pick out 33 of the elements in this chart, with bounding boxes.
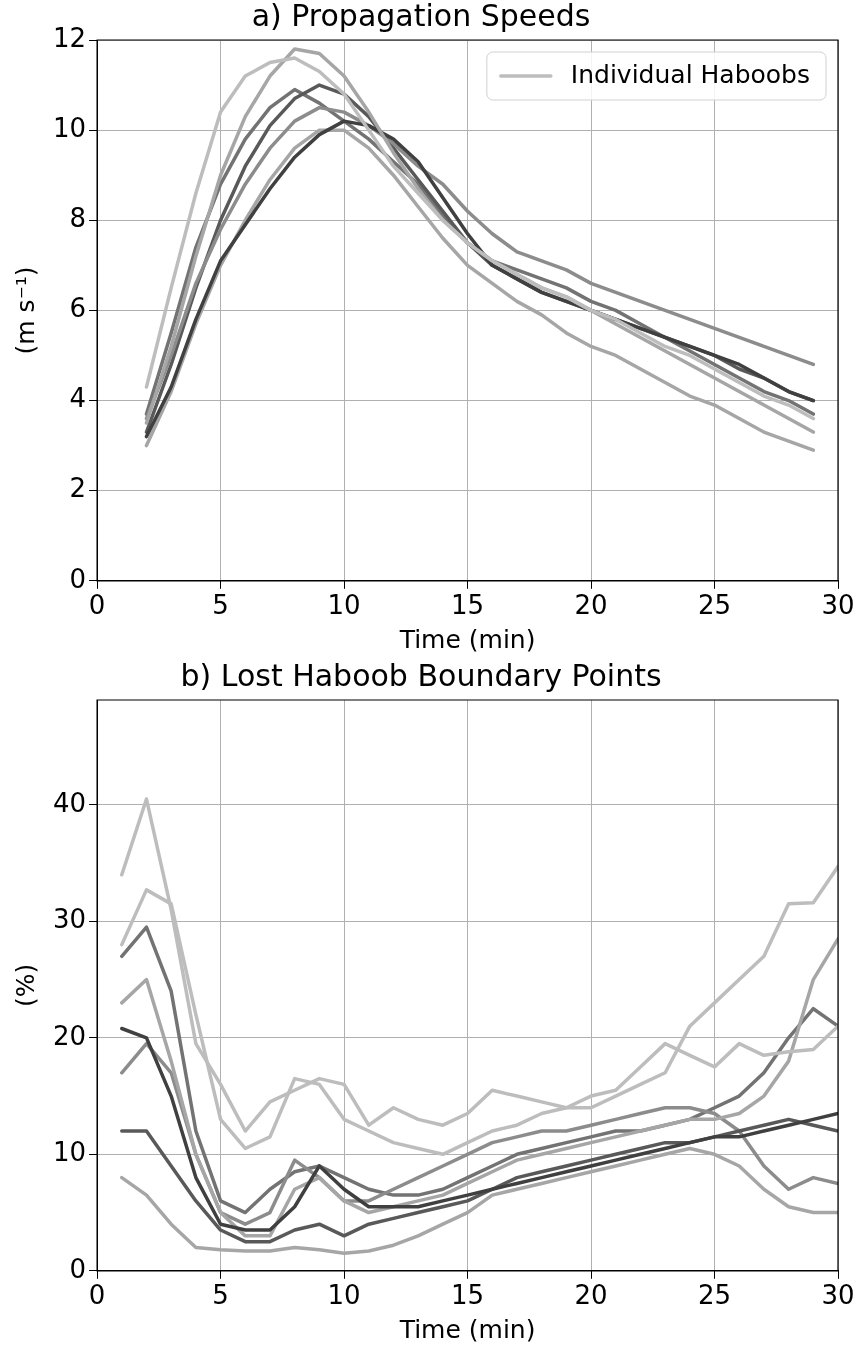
x-tick-label: 10 bbox=[327, 1280, 361, 1311]
x-tick-label: 10 bbox=[327, 590, 361, 621]
chart-title: b) Lost Haboob Boundary Points bbox=[180, 657, 662, 693]
y-tick-label: 0 bbox=[69, 1253, 87, 1284]
x-tick-label: 25 bbox=[697, 590, 732, 621]
x-tick-label: 30 bbox=[821, 590, 855, 621]
y-tick-label: 8 bbox=[69, 203, 87, 234]
chart-title: a) Propagation Speeds bbox=[251, 0, 591, 33]
x-tick-label: 20 bbox=[574, 1280, 608, 1311]
x-tick-label: 15 bbox=[451, 590, 485, 621]
y-tick-label: 40 bbox=[52, 787, 87, 818]
y-tick-label: 12 bbox=[52, 22, 87, 53]
x-tick-label: 25 bbox=[697, 1280, 732, 1311]
y-tick-label: 30 bbox=[52, 904, 87, 935]
x-tick-label: 30 bbox=[821, 1280, 855, 1311]
y-tick-label: 10 bbox=[52, 1137, 87, 1168]
y-tick-label: 20 bbox=[52, 1020, 87, 1051]
y-tick-label: 0 bbox=[69, 563, 87, 594]
x-tick-label: 15 bbox=[451, 1280, 485, 1311]
x-axis-title: Time (min) bbox=[398, 1314, 536, 1344]
x-tick-label: 20 bbox=[574, 590, 608, 621]
y-tick-label: 10 bbox=[52, 112, 87, 143]
x-tick-label: 5 bbox=[212, 1280, 229, 1311]
y-tick-label: 6 bbox=[69, 293, 87, 324]
x-tick-label: 5 bbox=[212, 590, 229, 621]
y-axis-title: (m s⁻¹) bbox=[10, 266, 40, 355]
x-axis-title: Time (min) bbox=[398, 624, 536, 654]
y-tick-label: 2 bbox=[69, 473, 87, 504]
legend-label: Individual Haboobs bbox=[570, 59, 811, 89]
y-axis-title: (%) bbox=[10, 963, 40, 1008]
y-tick-label: 4 bbox=[69, 383, 87, 414]
x-tick-label: 0 bbox=[88, 590, 106, 621]
x-tick-label: 0 bbox=[88, 1280, 106, 1311]
